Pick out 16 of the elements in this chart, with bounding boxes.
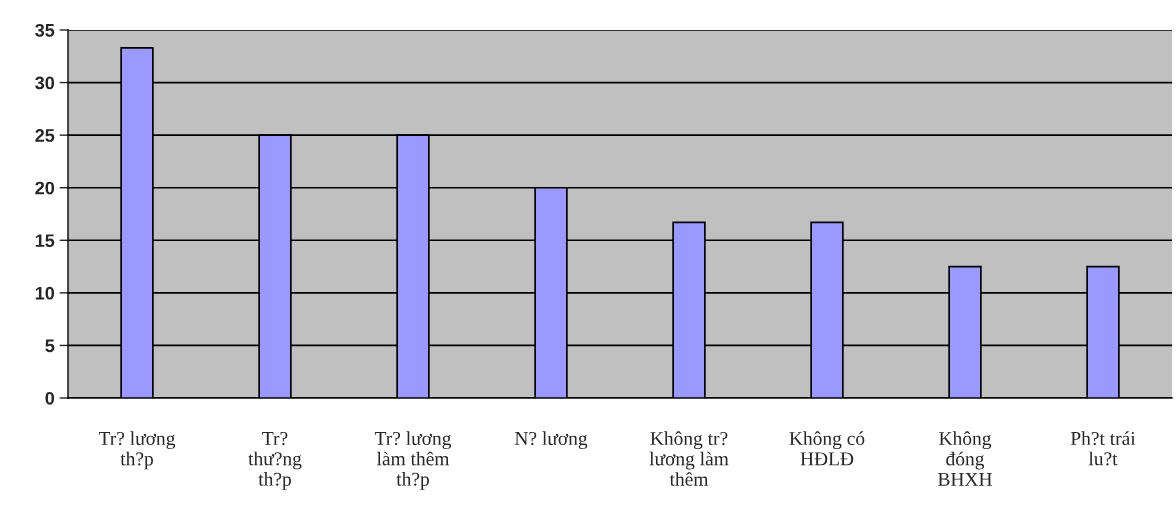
- y-tick-label: 25: [35, 129, 55, 142]
- x-tick-label: Không tr? lương làm thêm: [649, 431, 729, 486]
- y-tick-label: 10: [35, 286, 55, 300]
- x-tick-label: Tr? thư?ng th?p: [248, 431, 302, 490]
- y-tick-label: 5: [45, 339, 55, 353]
- x-tick-label: N? lương: [514, 431, 588, 450]
- x-tick-label: Ph?t trái lu?t: [1070, 431, 1136, 466]
- y-tick-label: 15: [35, 234, 55, 248]
- x-tick-label: Không có HĐLĐ: [789, 431, 865, 466]
- y-tick-label: 0: [45, 391, 55, 405]
- x-tick-label: Không đóng BHXH: [938, 431, 992, 486]
- x-tick-label: Tr? lương th?p: [98, 431, 176, 470]
- y-tick-label: 20: [35, 181, 55, 195]
- x-tick-label: Tr? lương làm thêm th?p: [374, 431, 452, 490]
- y-tick-label: 35: [35, 23, 55, 37]
- y-tick-label: 30: [35, 76, 55, 90]
